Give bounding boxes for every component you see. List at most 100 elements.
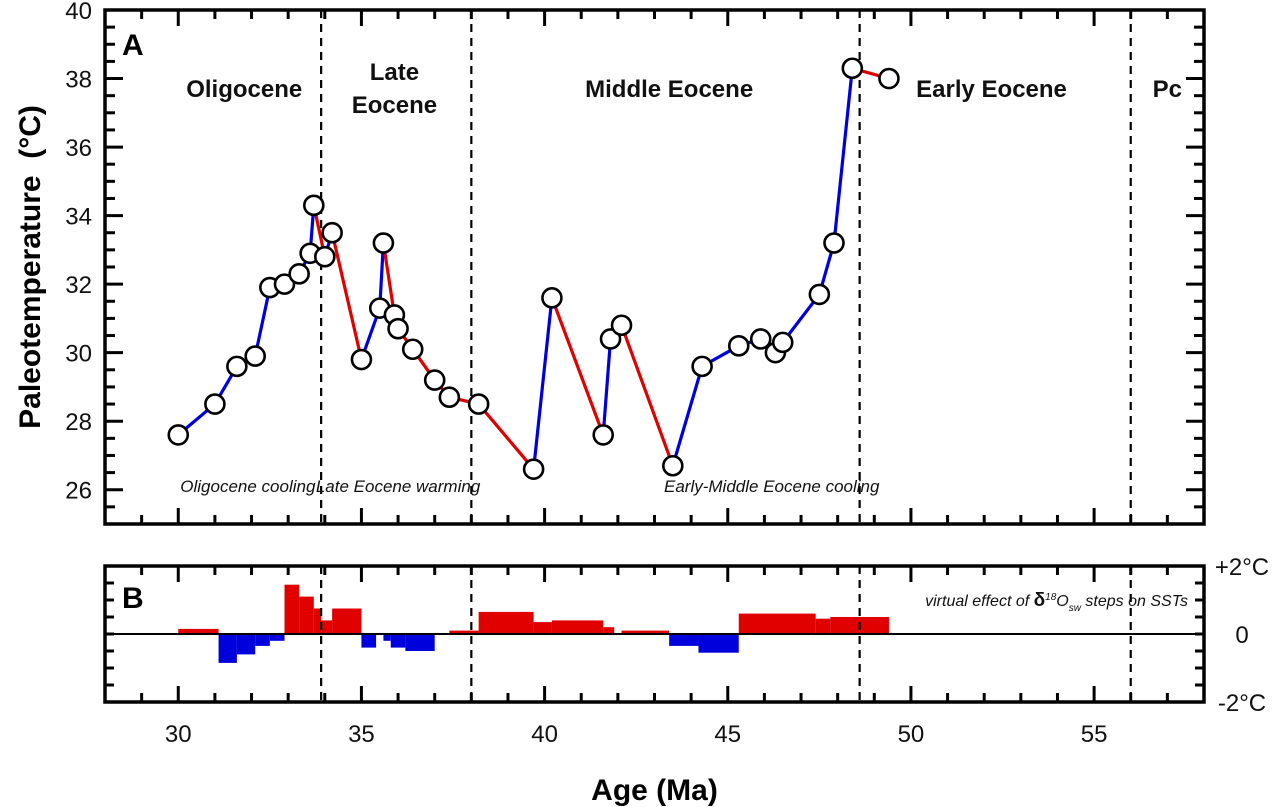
- y-tick-label: 34: [65, 204, 92, 231]
- data-point: [878, 67, 900, 90]
- phase-annotation: Oligocene cooling: [180, 477, 316, 496]
- y-right-tick-label: +2°C: [1215, 554, 1269, 581]
- data-point: [372, 232, 395, 254]
- negative-bar: [405, 634, 435, 651]
- y-tick-label: 38: [65, 67, 92, 94]
- positive-bar: [321, 620, 333, 634]
- epoch-label: Eocene: [352, 92, 437, 119]
- negative-bar: [383, 634, 391, 641]
- negative-bar: [669, 634, 699, 646]
- epoch-label: Pc: [1153, 76, 1182, 103]
- panel-b-annotation: virtual effect of δ18Osw steps on SSTs: [925, 590, 1188, 614]
- y-tick-label: 28: [65, 409, 92, 436]
- warming-segment: [550, 296, 605, 437]
- positive-bar: [815, 618, 831, 634]
- data-point: [303, 194, 325, 217]
- y-right-tick-label: 0: [1235, 622, 1248, 649]
- data-point: [167, 424, 190, 446]
- data-point: [599, 328, 622, 350]
- positive-bar: [603, 627, 615, 634]
- annotation-delta: δ: [1034, 590, 1046, 611]
- y-tick-label: 40: [65, 0, 92, 25]
- y-right-tick-label: -2°C: [1218, 690, 1266, 717]
- cooling-segment: [253, 285, 272, 358]
- epoch-label: Late: [370, 59, 419, 86]
- negative-bar: [255, 634, 270, 646]
- x-tick-label: 55: [1081, 721, 1108, 748]
- cooling-segment: [378, 241, 386, 310]
- cooling-segment: [832, 66, 854, 245]
- negative-bar: [361, 634, 377, 648]
- data-point: [244, 345, 266, 367]
- data-point: [467, 393, 490, 415]
- x-tick-label: 45: [714, 721, 741, 748]
- data-point: [610, 314, 633, 337]
- x-tick-label: 50: [898, 721, 925, 748]
- positive-bar: [313, 608, 322, 634]
- annotation-sup: 18: [1045, 592, 1057, 603]
- positive-bar: [299, 596, 314, 634]
- panel-a: 26 28 30 32 34 36 38 40 Paleotemperature (°C) A Ol…: [14, 0, 1206, 526]
- data-point: [423, 369, 446, 391]
- data-point: [350, 348, 373, 371]
- positive-bar: [178, 628, 219, 634]
- y-axis-title: Paleotemperature (°C): [14, 105, 47, 429]
- y-tick-label: 26: [65, 478, 92, 505]
- epoch-label: Oligocene: [186, 76, 302, 103]
- data-point: [808, 283, 831, 306]
- y-tick-label: 32: [65, 272, 92, 299]
- data-point: [401, 338, 424, 361]
- warming-segment: [477, 402, 536, 471]
- warming-segment: [619, 323, 675, 468]
- positive-bar: [533, 622, 552, 634]
- positive-bar: [478, 611, 534, 634]
- annotation-prefix: virtual effect of: [925, 593, 1034, 610]
- y-tick-label: 36: [65, 135, 92, 162]
- negative-bar: [236, 634, 256, 655]
- data-point: [771, 331, 794, 354]
- phase-annotation: Early-Middle Eocene cooling: [664, 477, 880, 496]
- data-point: [841, 57, 864, 80]
- data-point: [321, 221, 343, 244]
- panel-letter-a: A: [122, 29, 144, 62]
- positive-bar: [449, 630, 479, 634]
- warming-segment: [381, 241, 397, 317]
- positive-bar: [621, 630, 670, 634]
- annotation-suffix: steps on SSTs: [1081, 593, 1188, 610]
- positive-bar: [738, 613, 816, 634]
- x-axis-title: Age (Ma): [591, 774, 718, 807]
- data-point: [204, 393, 226, 415]
- phase-annotation: Late Eocene warming: [316, 477, 481, 496]
- data-point: [662, 454, 684, 477]
- data-point: [541, 287, 563, 309]
- cooling-segment: [532, 296, 554, 471]
- positive-bar: [551, 620, 604, 634]
- x-tick-label: 40: [531, 721, 558, 748]
- data-point: [438, 386, 461, 409]
- cooling-segment: [671, 364, 704, 468]
- negative-bar: [269, 634, 285, 641]
- panel-letter-b: B: [122, 582, 144, 615]
- data-point: [313, 245, 336, 268]
- data-point: [592, 424, 615, 446]
- data-point: [387, 317, 409, 340]
- positive-bar: [284, 584, 300, 634]
- cooling-segment: [601, 337, 613, 437]
- data-point: [288, 263, 310, 285]
- data-point: [522, 458, 545, 480]
- data-point: [749, 328, 772, 350]
- data-point: [691, 355, 713, 378]
- epoch-label: Middle Eocene: [585, 76, 753, 103]
- data-point: [823, 232, 845, 254]
- negative-bar: [390, 634, 406, 648]
- positive-bar: [332, 608, 362, 634]
- x-tick-label: 35: [348, 721, 375, 748]
- shared-axis: 30 35 40 45 50 55 Age (Ma): [165, 721, 1108, 807]
- data-point: [273, 273, 296, 295]
- negative-bar: [218, 634, 237, 663]
- data-point: [226, 355, 248, 378]
- epoch-label: Early Eocene: [916, 76, 1067, 103]
- annotation-o: O: [1056, 593, 1068, 610]
- panel-b: +2°C 0 -2°C B virtual effect of δ18Osw steps…: [103, 554, 1269, 717]
